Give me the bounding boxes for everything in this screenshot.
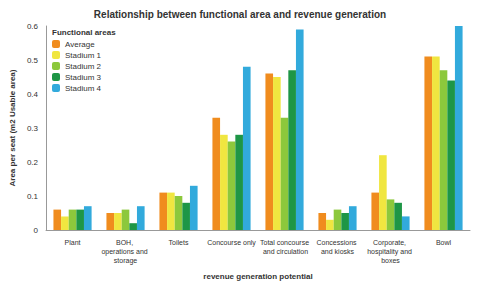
svg-text:operations and: operations and	[101, 248, 149, 256]
svg-text:Functional areas: Functional areas	[52, 28, 116, 37]
svg-text:Average: Average	[65, 40, 95, 49]
svg-text:Plant: Plant	[65, 239, 81, 246]
svg-text:boxes: boxes	[381, 257, 400, 264]
svg-text:0.6: 0.6	[27, 22, 39, 31]
svg-text:0.3: 0.3	[27, 124, 39, 133]
svg-text:0: 0	[34, 226, 39, 235]
svg-text:Corporate,: Corporate,	[373, 239, 408, 247]
svg-text:Stadium 4: Stadium 4	[65, 84, 102, 93]
svg-text:0.1: 0.1	[27, 192, 39, 201]
svg-text:Stadium 2: Stadium 2	[65, 62, 102, 71]
svg-text:Stadium 3: Stadium 3	[65, 73, 102, 82]
svg-text:Concourse only: Concourse only	[207, 239, 256, 247]
svg-text:0.2: 0.2	[27, 158, 39, 167]
svg-text:BOH,: BOH,	[116, 239, 135, 246]
svg-text:storage: storage	[114, 257, 137, 265]
svg-text:Bowl: Bowl	[436, 239, 452, 246]
svg-text:Stadium 1: Stadium 1	[65, 51, 102, 60]
svg-text:Concessions: Concessions	[316, 239, 358, 246]
svg-text:and kiosks: and kiosks	[321, 248, 355, 255]
svg-text:Area per seat (m2 Usable area): Area per seat (m2 Usable area)	[8, 69, 17, 186]
svg-text:Toilets: Toilets	[169, 239, 189, 246]
svg-text:revenue generation potential: revenue generation potential	[203, 272, 312, 281]
svg-text:0.5: 0.5	[27, 56, 39, 65]
svg-text:0.4: 0.4	[27, 90, 39, 99]
svg-text:Total concourse: Total concourse	[260, 239, 309, 246]
svg-text:hospitality and: hospitality and	[367, 248, 414, 256]
svg-text:Relationship between functiona: Relationship between functional area and…	[94, 9, 386, 20]
svg-text:and circulation: and circulation	[261, 248, 308, 255]
